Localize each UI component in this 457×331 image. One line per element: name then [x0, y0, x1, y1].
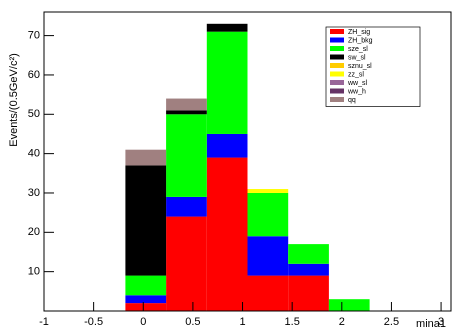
legend-swatch [330, 29, 344, 34]
bar [328, 299, 370, 311]
bar [247, 192, 289, 237]
bar [206, 157, 248, 311]
x-axis-label: mina1 [416, 318, 446, 330]
legend-swatch [330, 54, 344, 60]
bar [288, 275, 329, 311]
legend-label: ZH_sig [348, 29, 370, 36]
x-tick-label: 1 [239, 316, 245, 328]
x-tick-label: 0 [140, 316, 146, 328]
x-tick-label: 3 [438, 316, 444, 328]
bar [206, 31, 248, 134]
legend-swatch [330, 71, 344, 77]
y-tick-label: 60 [28, 69, 40, 81]
y-tick-label: 10 [28, 266, 40, 278]
bar [166, 98, 207, 111]
legend-swatch [330, 88, 344, 94]
x-tick-label: 2.5 [384, 316, 399, 328]
legend-swatch [330, 46, 344, 51]
bar [125, 303, 167, 311]
legend-label: sze_sl [348, 46, 368, 53]
bar [166, 110, 207, 115]
x-tick-label: 0.5 [185, 316, 200, 328]
legend-swatch [330, 97, 344, 102]
bar [206, 133, 248, 158]
x-tick-label: 2 [339, 316, 345, 328]
bar [247, 236, 289, 276]
bar [125, 295, 167, 304]
y-tick-label: 30 [28, 187, 40, 199]
bar [288, 244, 329, 264]
bar [125, 165, 167, 276]
y-tick-label: 70 [28, 30, 40, 42]
bar [125, 275, 167, 296]
legend-label: ww_sl [347, 80, 368, 87]
bar [125, 149, 167, 166]
legend-swatch [330, 80, 344, 85]
bar [247, 189, 289, 193]
legend-label: ZH_bkg [348, 37, 373, 44]
y-tick-label: 40 [28, 148, 40, 160]
x-tick-label: 1.5 [285, 316, 300, 328]
legend-swatch [330, 37, 344, 43]
bar [166, 216, 207, 311]
bar [206, 23, 248, 32]
y-tick-label: 50 [28, 108, 40, 120]
x-tick-label: -1 [39, 316, 49, 328]
x-tick-label: -0.5 [84, 316, 103, 328]
legend-label: sznu_sl [348, 63, 372, 70]
bar [247, 275, 289, 311]
legend-label: sw_sl [348, 54, 366, 61]
legend-label: qq [348, 97, 356, 104]
bar [166, 114, 207, 197]
legend-swatch [330, 63, 344, 68]
legend-label: ww_h [347, 88, 366, 95]
bar [288, 263, 329, 276]
bar [166, 196, 207, 217]
y-axis-label: Events/(0.5GeV/c²) [8, 53, 20, 147]
y-tick-label: 20 [28, 226, 40, 238]
plot-frame [43, 11, 452, 312]
legend-label: zz_sl [348, 71, 364, 78]
